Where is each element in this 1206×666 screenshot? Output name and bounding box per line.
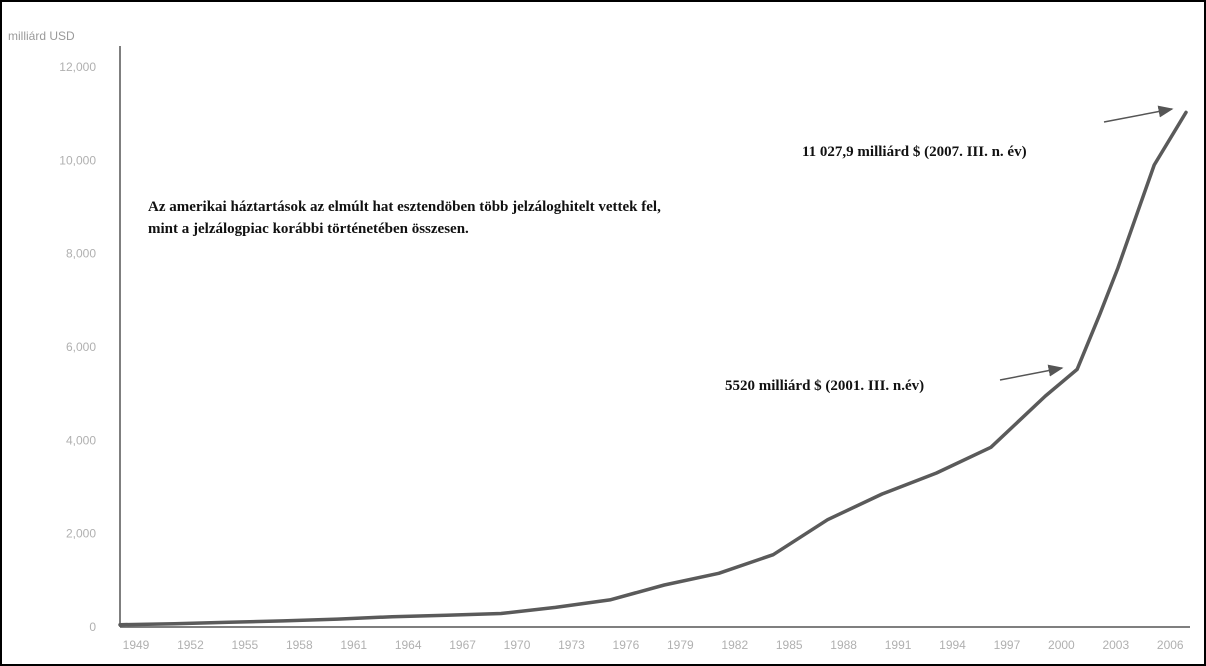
x-axis-ticks: 1949 1952 1955 1958 1961 1964 1967 1970 1973 1976… xyxy=(123,638,1184,652)
annotation-2001-label: 5520 milliárd $ (2001. III. n.év) xyxy=(725,378,924,394)
annotation-2001-arrow xyxy=(999,364,1064,381)
annotation-note-line2: mint a jelzálogpiac korábbi történetében… xyxy=(148,221,469,237)
y-tick-label: 12,000 xyxy=(59,60,96,74)
y-tick-label: 2,000 xyxy=(66,527,96,541)
x-tick-label: 1961 xyxy=(340,638,367,652)
x-tick-label: 2003 xyxy=(1102,638,1129,652)
x-tick-label: 1970 xyxy=(504,638,531,652)
x-tick-label: 1955 xyxy=(232,638,259,652)
x-tick-label: 1949 xyxy=(123,638,150,652)
x-tick-label: 1958 xyxy=(286,638,313,652)
x-tick-label: 1991 xyxy=(885,638,912,652)
x-tick-label: 1982 xyxy=(721,638,748,652)
series-line xyxy=(118,110,1188,627)
series-group xyxy=(118,110,1188,627)
x-tick-label: 1964 xyxy=(395,638,422,652)
x-tick-label: 1985 xyxy=(776,638,803,652)
annotation-2007-label: 11 027,9 milliárd $ (2007. III. n. év) xyxy=(802,144,1027,160)
x-tick-label: 1997 xyxy=(994,638,1021,652)
y-tick-label: 8,000 xyxy=(66,247,96,261)
annotation-2007-arrow xyxy=(1103,105,1174,123)
x-tick-label: 1952 xyxy=(177,638,204,652)
x-tick-label: 2006 xyxy=(1157,638,1184,652)
y-tick-label: 10,000 xyxy=(59,153,96,167)
x-tick-label: 1973 xyxy=(558,638,585,652)
x-tick-label: 1994 xyxy=(939,638,966,652)
y-tick-label: 0 xyxy=(89,620,96,634)
annotation-note-line1: Az amerikai háztartások az elmúlt hat es… xyxy=(148,199,661,215)
y-tick-label: 4,000 xyxy=(66,433,96,447)
x-tick-label: 1976 xyxy=(613,638,640,652)
x-tick-label: 1979 xyxy=(667,638,694,652)
y-axis-ticks: 0 2,000 4,000 6,000 8,000 10,000 12,000 xyxy=(59,60,96,634)
x-tick-label: 1988 xyxy=(830,638,857,652)
x-tick-label: 1967 xyxy=(449,638,476,652)
y-axis-unit-label: milliárd USD xyxy=(8,29,75,43)
x-tick-label: 2000 xyxy=(1048,638,1075,652)
y-tick-label: 6,000 xyxy=(66,340,96,354)
